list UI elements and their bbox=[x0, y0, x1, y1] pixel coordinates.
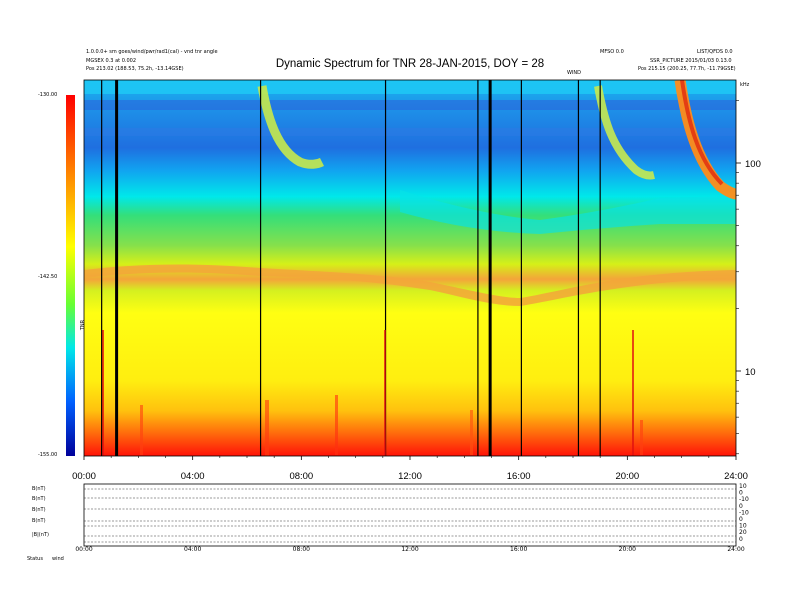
low-frequency-noise bbox=[140, 395, 643, 456]
status-label: Status bbox=[27, 556, 43, 562]
header-mid-label: WIND bbox=[567, 70, 582, 76]
colorbar-label-mid: -142.50 bbox=[38, 274, 58, 280]
data-gap-line bbox=[520, 80, 522, 456]
x-tick-label: 20:00 bbox=[615, 471, 639, 482]
panel-right-tick-label: -10 bbox=[739, 496, 749, 503]
status-value: wind bbox=[52, 556, 64, 562]
header-left-line1: 1.0.0.0+ sm goes/wind/pwr/rad1(cal) - vn… bbox=[86, 49, 218, 55]
x-tick-label: 08:00 bbox=[289, 471, 313, 482]
data-gap-line bbox=[488, 80, 492, 456]
data-gap-line bbox=[477, 80, 479, 456]
y-axis-unit: kHz bbox=[740, 82, 750, 88]
panel-label-1: B(nT) bbox=[32, 486, 46, 492]
panel-x-tick-label: 00:00 bbox=[75, 546, 92, 553]
x-tick-label: 12:00 bbox=[398, 471, 422, 482]
y-tick-label: 100 bbox=[745, 159, 761, 170]
spectrogram bbox=[84, 80, 736, 456]
data-gap-line bbox=[384, 80, 387, 456]
x-tick-label: 16:00 bbox=[507, 471, 531, 482]
panel-x-axis: 00:00 04:00 08:00 12:00 16:00 20:00 24:00 bbox=[75, 546, 744, 553]
panel-right-tick-label: 0 bbox=[739, 516, 743, 523]
header-right-line1: MFSO 0.0 bbox=[600, 49, 624, 55]
panel-right-tick-label: 0 bbox=[739, 536, 743, 543]
header-left-line2: MGSEX 0.3 at 0.002 bbox=[86, 58, 137, 64]
colorbar-label-top: -130.00 bbox=[38, 92, 58, 98]
y-tick-label: 10 bbox=[745, 367, 756, 378]
panel-right-tick-label: 10 bbox=[739, 483, 747, 490]
header-left-line3: Pos 213.02 (188.53, 75.2h, -13.14GSE) bbox=[86, 66, 184, 72]
x-tick-label: 04:00 bbox=[181, 471, 205, 482]
panel-right-tick-label: 10 bbox=[739, 523, 747, 530]
panel-label-4: B(nT) bbox=[32, 518, 46, 524]
panel-right-tick-label: -10 bbox=[739, 509, 749, 516]
data-gap-lines bbox=[101, 80, 601, 456]
panel-label-2: B(nT) bbox=[32, 496, 46, 502]
panel-label-5: |B|(nT) bbox=[32, 532, 49, 538]
panel-x-tick-label: 04:00 bbox=[184, 546, 201, 553]
colorbar-label-bottom: -155.00 bbox=[38, 452, 58, 458]
x-tick-label: 00:00 bbox=[72, 471, 96, 482]
data-gap-line bbox=[577, 80, 580, 456]
panel-x-tick-label: 24:00 bbox=[727, 546, 744, 553]
data-gap-line bbox=[599, 80, 601, 456]
panel-right-tick-label: 20 bbox=[739, 529, 747, 536]
chart-title: Dynamic Spectrum for TNR 28-JAN-2015, DO… bbox=[275, 58, 545, 70]
header-right-line2: LIST/QFDS 0.0 bbox=[697, 49, 733, 55]
data-gap-line bbox=[115, 80, 119, 456]
header-right-line4: Pos 215.15 (200.25, 77.7h, -11.79GSE) bbox=[638, 66, 736, 72]
panel-right-tick-label: 0 bbox=[739, 490, 743, 497]
y-axis-right: 100 10 bbox=[736, 100, 761, 455]
x-axis: 00:00 04:00 08:00 12:00 16:00 20:00 24:00 bbox=[72, 456, 748, 482]
panel-right-tick-label: 0 bbox=[739, 503, 743, 510]
panel-x-tick-label: 20:00 bbox=[619, 546, 636, 553]
header-right-line3: SSR_PICTURE 2015/01/03 0.13.0 bbox=[650, 58, 732, 64]
radio-burst-2 bbox=[594, 85, 655, 180]
panel-x-tick-label: 08:00 bbox=[293, 546, 310, 553]
radio-burst-1 bbox=[257, 85, 325, 169]
x-tick-label: 24:00 bbox=[724, 471, 748, 482]
data-gap-line bbox=[259, 80, 262, 456]
panel-label-3: B(nT) bbox=[32, 507, 46, 513]
colorbar-axis-label: TNR bbox=[80, 319, 87, 331]
data-gap-line bbox=[101, 80, 103, 456]
panel-x-tick-label: 12:00 bbox=[401, 546, 418, 553]
panel-x-tick-label: 16:00 bbox=[510, 546, 527, 553]
colorbar bbox=[66, 95, 75, 456]
